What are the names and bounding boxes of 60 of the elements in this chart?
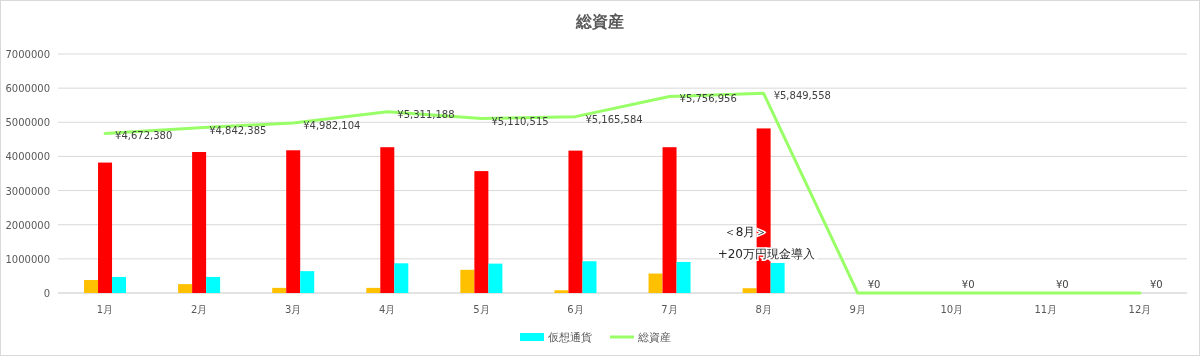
bar [394, 263, 409, 293]
annotation: ＜8月＞ [723, 225, 768, 239]
x-tick-label: 12月 [1128, 304, 1152, 315]
x-tick-label: 5月 [473, 304, 490, 315]
bar [98, 162, 113, 293]
data-label: ¥0 [867, 279, 881, 290]
x-tick-label: 4月 [379, 304, 396, 315]
legend-label: 総資産 [637, 331, 671, 344]
data-label: ¥0 [1149, 279, 1163, 290]
y-tick-label: 1000000 [5, 253, 50, 265]
legend-label: 仮想通貨 [548, 331, 592, 344]
x-tick-label: 6月 [567, 304, 584, 315]
data-label: ¥5,849,558 [773, 90, 831, 102]
data-label: ¥5,756,956 [679, 93, 737, 105]
chart-title: 総資産 [575, 12, 624, 31]
x-tick-label: 2月 [190, 304, 208, 315]
bar [272, 287, 287, 293]
data-label: ¥4,982,104 [303, 119, 361, 131]
y-tick-label: 5000000 [5, 117, 50, 129]
x-tick-label: 11月 [1034, 304, 1058, 315]
bar [192, 151, 207, 293]
data-label: ¥5,311,188 [397, 108, 455, 120]
bar [568, 150, 583, 293]
bar [178, 284, 193, 293]
x-tick-label: 10月 [940, 304, 964, 315]
bar [300, 271, 315, 293]
data-label: ¥0 [1055, 279, 1069, 290]
y-tick-label: 6000000 [5, 83, 50, 95]
x-tick-label: 3月 [285, 304, 302, 315]
bar [474, 171, 489, 293]
y-tick-label: 3000000 [5, 185, 50, 197]
bar [366, 287, 381, 293]
x-tick-label: 9月 [849, 304, 866, 315]
x-tick-label: 1月 [96, 304, 114, 315]
y-tick-label: 0 [43, 288, 50, 299]
data-label: ¥0 [961, 279, 975, 290]
y-tick-label: 2000000 [5, 219, 50, 231]
bar [286, 150, 301, 293]
x-tick-label: 7月 [661, 304, 678, 315]
data-label: ¥5,165,584 [585, 113, 643, 125]
y-tick-label: 7000000 [5, 49, 50, 60]
bar [112, 276, 127, 293]
bar [380, 147, 395, 293]
bar [488, 263, 503, 293]
bar [84, 280, 99, 293]
bar [206, 276, 221, 293]
bar [460, 269, 475, 293]
bar [662, 147, 677, 293]
line-series [103, 91, 1142, 295]
data-label: ¥5,110,515 [491, 115, 549, 127]
data-label: ¥4,672,380 [115, 130, 173, 142]
x-tick-label: 8月 [755, 304, 772, 315]
bar [582, 261, 597, 293]
y-tick-label: 4000000 [5, 151, 50, 163]
bar [770, 262, 785, 293]
bar [742, 288, 757, 293]
bar [554, 290, 569, 293]
bar [676, 261, 691, 293]
bar [648, 273, 663, 293]
data-label: ¥4,842,385 [209, 124, 267, 136]
